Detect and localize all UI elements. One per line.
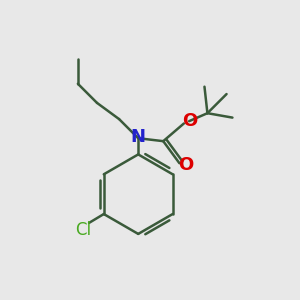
Text: Cl: Cl bbox=[75, 221, 91, 239]
Text: N: N bbox=[131, 128, 146, 146]
Text: O: O bbox=[182, 112, 197, 130]
Text: O: O bbox=[178, 156, 194, 174]
